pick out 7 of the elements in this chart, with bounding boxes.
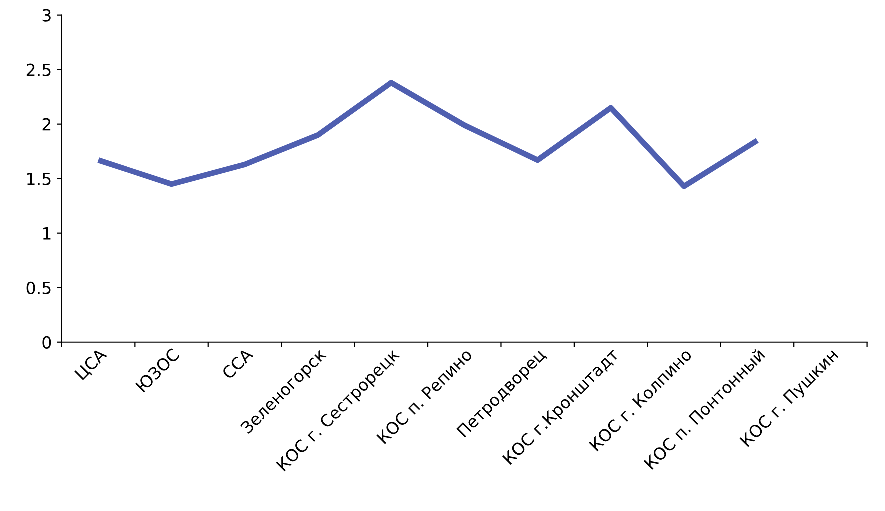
y-tick-label: 0.5	[26, 282, 51, 294]
y-tick-label: 2.5	[26, 64, 51, 76]
y-tick-label: 3	[42, 9, 51, 22]
y-tick-label: 0	[42, 336, 52, 349]
y-tick-label: 1.5	[28, 173, 51, 186]
y-tick-label: 1	[43, 228, 51, 240]
y-tick-label: 2	[42, 118, 51, 131]
